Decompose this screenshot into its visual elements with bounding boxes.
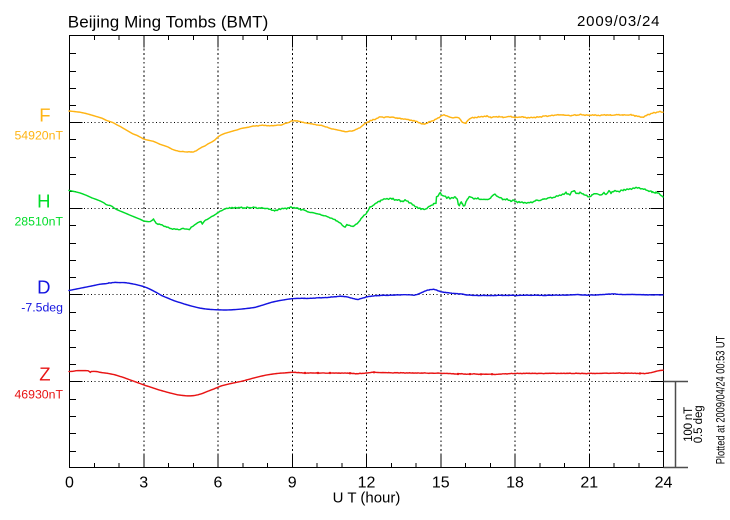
svg-text:21: 21 <box>580 475 598 492</box>
svg-text:0: 0 <box>65 475 74 492</box>
svg-text:Plotted at 2009/04/24 00:53 UT: Plotted at 2009/04/24 00:53 UT <box>714 335 728 464</box>
svg-text:H: H <box>37 191 50 212</box>
svg-text:28510nT: 28510nT <box>14 215 63 229</box>
svg-text:0.5 deg: 0.5 deg <box>693 405 705 443</box>
svg-text:24: 24 <box>655 475 673 492</box>
svg-text:D: D <box>37 277 50 298</box>
svg-text:3: 3 <box>139 475 148 492</box>
svg-text:12: 12 <box>358 475 376 492</box>
svg-text:U T (hour): U T (hour) <box>333 490 401 507</box>
svg-text:2009/03/24: 2009/03/24 <box>577 13 660 30</box>
svg-text:6: 6 <box>214 475 223 492</box>
svg-text:Z: Z <box>39 364 50 385</box>
svg-text:46930nT: 46930nT <box>14 388 63 402</box>
svg-text:F: F <box>39 105 50 126</box>
svg-text:100 nT: 100 nT <box>683 407 695 442</box>
svg-text:18: 18 <box>506 475 524 492</box>
svg-text:15: 15 <box>432 475 450 492</box>
svg-text:-7.5deg: -7.5deg <box>21 301 63 315</box>
svg-text:9: 9 <box>288 475 297 492</box>
svg-text:Beijing Ming Tombs (BMT): Beijing Ming Tombs (BMT) <box>68 13 268 32</box>
svg-text:54920nT: 54920nT <box>14 129 63 143</box>
